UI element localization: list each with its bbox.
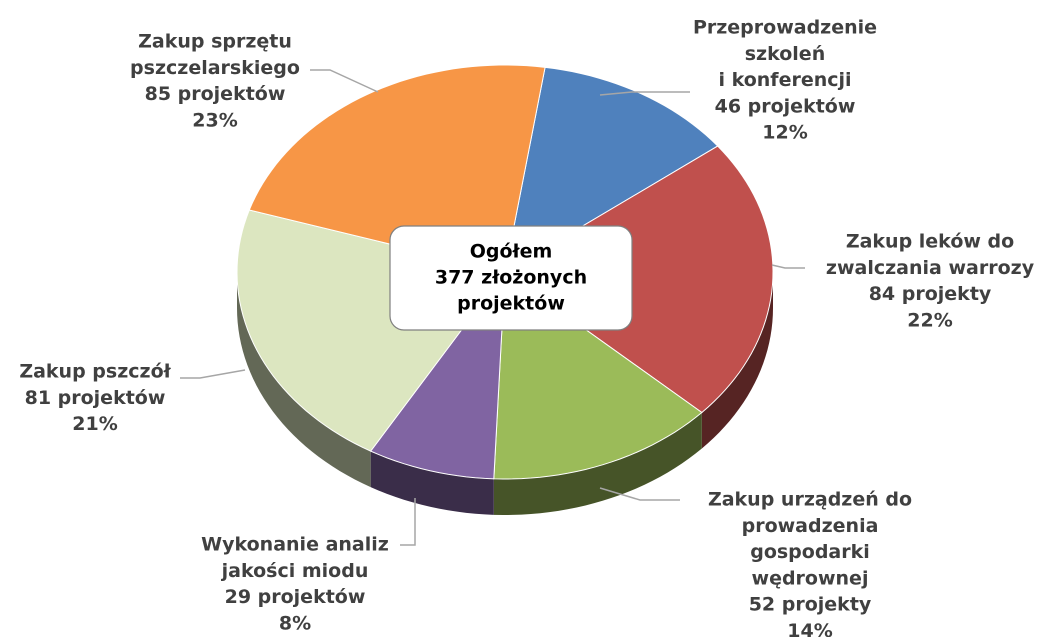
slice-label: zwalczania warrozy xyxy=(826,257,1035,279)
slice-side xyxy=(370,451,494,515)
center-box xyxy=(389,225,633,331)
slice-side xyxy=(493,412,702,515)
pie-slice xyxy=(248,64,546,273)
percentage-label: 21% xyxy=(72,413,117,435)
leader-line xyxy=(180,369,246,379)
slice-label: Przeprowadzenie xyxy=(693,17,877,39)
slice-label: Zakup leków do xyxy=(846,231,1014,253)
slice-side xyxy=(701,272,773,449)
leader-line xyxy=(310,69,379,93)
value-label: 52 projekty xyxy=(749,594,872,616)
slice-label: Zakup urządzeń do xyxy=(708,489,912,511)
slice-label: pszczelarskiego xyxy=(130,57,300,79)
center-label: 377 złożonych xyxy=(435,267,587,289)
percentage-label: 12% xyxy=(762,122,807,144)
slice-label: jakości miodu xyxy=(221,560,369,582)
value-label: 84 projekty xyxy=(869,283,992,305)
value-label: 81 projektów xyxy=(25,387,166,409)
percentage-label: 14% xyxy=(787,620,832,637)
slice-label: Zakup pszczół xyxy=(19,361,171,383)
value-label: 85 projektów xyxy=(145,83,286,105)
percentage-label: 23% xyxy=(192,109,237,131)
value-label: 46 projektów xyxy=(715,95,856,117)
percentage-label: 8% xyxy=(279,612,311,634)
pie-slice xyxy=(504,145,774,414)
center-label: projektów xyxy=(457,293,565,315)
pie-slice xyxy=(504,66,719,273)
slice-label: gospodarki xyxy=(750,541,870,563)
slice-side xyxy=(237,272,371,488)
center-label: Ogółem xyxy=(470,241,553,263)
leader-line xyxy=(599,91,690,96)
leader-line xyxy=(599,487,680,501)
slice-label: prowadzenia xyxy=(742,515,879,537)
leader-line xyxy=(400,498,416,546)
slice-label: wędrownej xyxy=(752,567,869,589)
leader-line xyxy=(771,264,805,269)
slice-label: Wykonanie analiz xyxy=(201,534,389,556)
percentage-label: 22% xyxy=(907,309,952,331)
slice-label: Zakup sprzętu xyxy=(138,31,292,53)
slice-label: i konferencji xyxy=(718,69,851,91)
value-label: 29 projektów xyxy=(225,586,366,608)
slice-label: szkoleń xyxy=(745,43,825,65)
